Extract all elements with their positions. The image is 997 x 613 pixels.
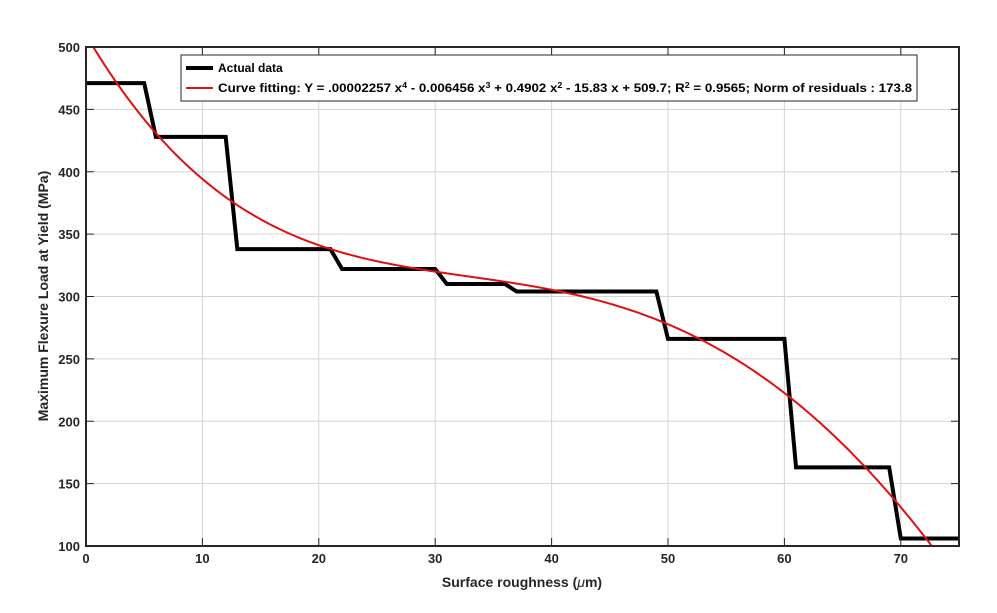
y-tick-label: 500 bbox=[58, 40, 80, 55]
x-tick-label: 60 bbox=[777, 551, 791, 566]
y-tick-label: 300 bbox=[58, 290, 80, 305]
x-tick-label: 40 bbox=[544, 551, 558, 566]
y-tick-label: 350 bbox=[58, 227, 80, 242]
y-tick-label: 250 bbox=[58, 352, 80, 367]
y-tick-label: 200 bbox=[58, 414, 80, 429]
x-tick-label: 0 bbox=[82, 551, 89, 566]
x-tick-label: 70 bbox=[894, 551, 908, 566]
series-curve-fitting bbox=[92, 47, 934, 546]
y-tick-label: 400 bbox=[58, 165, 80, 180]
x-tick-label: 10 bbox=[195, 551, 209, 566]
x-axis-title: Surface roughness (μm) bbox=[442, 574, 602, 590]
series-layer bbox=[86, 47, 959, 546]
legend: Actual data Curve fitting: Y = .00002257… bbox=[180, 54, 918, 102]
legend-box bbox=[180, 54, 918, 102]
x-tick-label: 30 bbox=[428, 551, 442, 566]
y-tick-label: 100 bbox=[58, 539, 80, 554]
y-tick-label: 450 bbox=[58, 102, 80, 117]
ticks: 0 10 20 30 40 50 60 70 100 150 200 250 300 350 400 450 5… bbox=[58, 40, 959, 566]
x-tick-label: 20 bbox=[312, 551, 326, 566]
y-tick-label: 150 bbox=[58, 477, 80, 492]
x-tick-label: 50 bbox=[661, 551, 675, 566]
series-actual-data bbox=[86, 81, 959, 541]
legend-label-actual: Actual data bbox=[218, 61, 283, 75]
y-axis-title: Maximum Flexure Load at Yield (MPa) bbox=[35, 171, 51, 422]
